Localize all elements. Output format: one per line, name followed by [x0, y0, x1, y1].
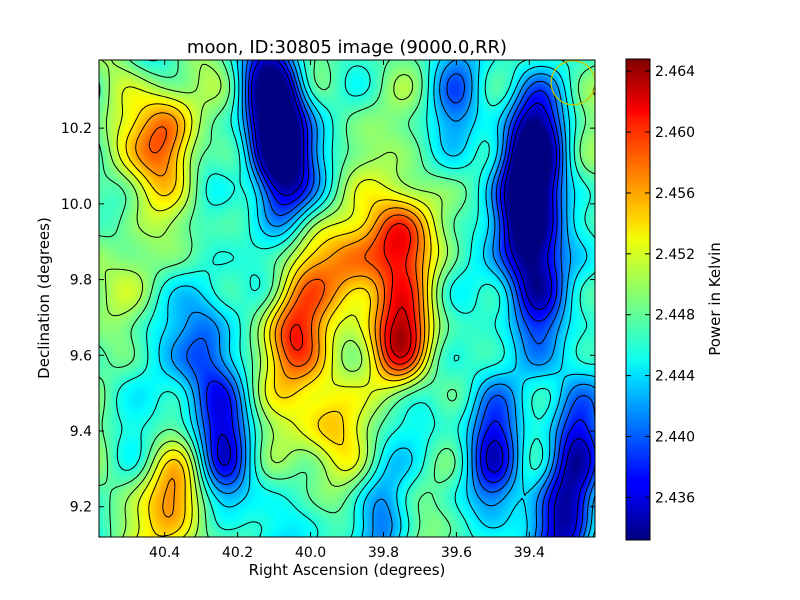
y-tick-label: 9.2	[70, 500, 92, 516]
x-tick-label: 39.4	[514, 545, 545, 561]
contour-line	[170, 60, 595, 537]
heatmap-image	[99, 60, 595, 537]
colorbar-tick-label: 2.460	[655, 125, 695, 141]
contour-line	[148, 126, 421, 371]
colorbar-tick-label: 2.436	[655, 490, 695, 506]
y-tick-label: 9.8	[70, 273, 92, 289]
contour-line	[125, 103, 432, 537]
x-tick-label: 39.8	[368, 545, 399, 561]
x-tick-label: 40.0	[295, 545, 326, 561]
colorbar-tick-label: 2.448	[655, 308, 695, 324]
colorbar-tick-label: 2.444	[655, 369, 695, 385]
x-tick-label: 40.4	[149, 545, 180, 561]
plot-frame	[98, 59, 596, 538]
beam-circle	[550, 60, 595, 106]
y-tick-label: 10.0	[61, 197, 92, 213]
chart-title: moon, ID:30805 image (9000.0,RR)	[187, 37, 507, 58]
colorbar-tick-label: 2.440	[655, 429, 695, 445]
contour-line	[389, 306, 412, 358]
y-axis-ticks: 9.2 9.4 9.6 9.8 10.0 10.2	[61, 121, 595, 516]
colorbar-tick-label: 2.452	[655, 247, 695, 263]
contour-line	[135, 112, 426, 518]
colorbar-tick-label: 2.464	[655, 64, 695, 80]
x-axis-ticks: 40.4 40.2 40.0 39.8 39.6 39.4	[149, 60, 545, 561]
plot-area: 40.4 40.2 40.0 39.8 39.6 39.4 9.2 9.4 9.6 9.8 10.…	[61, 59, 596, 561]
colorbar-tick-label: 2.456	[655, 186, 695, 202]
colorbar-label: Power in Kelvin	[706, 242, 724, 356]
contour-line	[206, 60, 595, 537]
contour-line	[99, 60, 595, 537]
colorbar-frame	[625, 58, 651, 541]
y-tick-label: 10.2	[61, 121, 92, 137]
contour-line	[116, 86, 440, 537]
y-axis-label: Declination (degrees)	[35, 217, 53, 379]
contour-line	[186, 60, 595, 537]
contour-line	[216, 60, 591, 537]
x-tick-label: 40.2	[222, 545, 253, 561]
contour-lines	[99, 60, 595, 537]
y-tick-label: 9.4	[70, 424, 92, 440]
x-axis-label: Right Ascension (degrees)	[249, 561, 446, 579]
y-tick-label: 9.6	[70, 348, 92, 364]
contour-line	[289, 223, 417, 365]
x-tick-label: 39.6	[441, 545, 472, 561]
colorbar-ticks: 2.436 2.440 2.444 2.448 2.452 2.456 2.460 2.464	[626, 64, 695, 506]
colorbar-gradient	[626, 59, 650, 540]
colorbar: 2.436 2.440 2.444 2.448 2.452 2.456 2.460 2.464…	[625, 58, 724, 541]
